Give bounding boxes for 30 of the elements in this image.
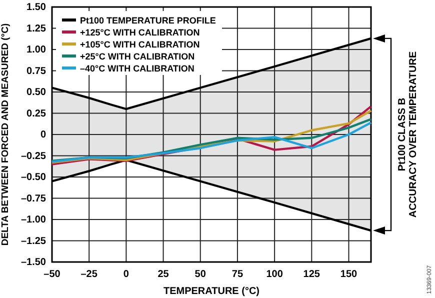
y-tick-label: –0.25 bbox=[20, 150, 46, 162]
x-tick-label: 150 bbox=[340, 269, 358, 280]
legend-label: +125°C WITH CALIBRATION bbox=[80, 28, 200, 38]
x-axis-title: TEMPERATURE (°C) bbox=[163, 286, 260, 297]
y-tick-label: 0.50 bbox=[26, 87, 46, 98]
legend-label: +25°C WITH CALIBRATION bbox=[80, 52, 195, 62]
legend-label: +105°C WITH CALIBRATION bbox=[80, 40, 200, 50]
x-tick-label: 100 bbox=[266, 269, 284, 280]
y-tick-label: –0.50 bbox=[20, 172, 46, 184]
x-tick-label: 75 bbox=[232, 269, 244, 280]
y-axis-title: DELTA BETWEEN FORCED AND MEASURED (°C) bbox=[0, 23, 11, 246]
y-tick-label: 1.25 bbox=[26, 23, 46, 34]
y-tick-label: 0.75 bbox=[26, 66, 46, 77]
y-tick-label: 1.00 bbox=[26, 44, 46, 56]
y-tick-label: –1.00 bbox=[20, 214, 46, 226]
legend-label: Pt100 TEMPERATURE PROFILE bbox=[80, 16, 216, 26]
y-tick-label: 0 bbox=[40, 130, 46, 141]
x-tick-label: 25 bbox=[158, 269, 170, 280]
y-tick-label: 1.50 bbox=[26, 2, 46, 14]
legend-label: –40°C WITH CALIBRATION bbox=[80, 64, 194, 74]
x-tick-label: –50 bbox=[44, 269, 61, 280]
text: Pt100 CLASS B ACCURACY OVER TEMPERATURE bbox=[397, 51, 419, 218]
y-tick-label: –1.25 bbox=[20, 236, 46, 247]
x-tick-label: 0 bbox=[123, 269, 130, 280]
x-tick-label: –25 bbox=[80, 269, 98, 280]
y-tick-label: 0.25 bbox=[26, 108, 46, 120]
x-tick-label: 125 bbox=[303, 269, 320, 280]
y-tick-label: –0.75 bbox=[20, 193, 46, 204]
x-tick-label: 50 bbox=[194, 269, 206, 280]
y-tick-label: –1.50 bbox=[20, 257, 46, 268]
